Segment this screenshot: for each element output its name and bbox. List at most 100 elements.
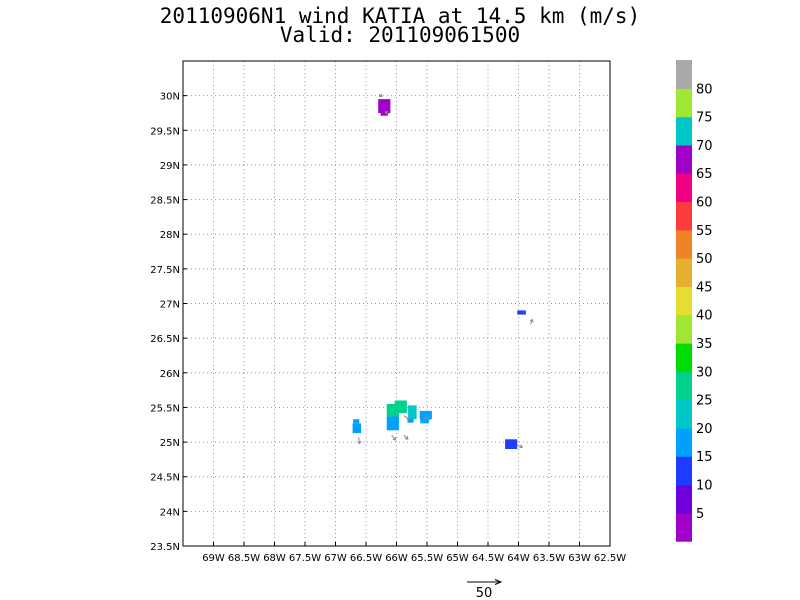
colorbar-swatch [676, 427, 692, 457]
colorbar-swatch [676, 399, 692, 429]
x-tick-label: 64.5W [472, 553, 504, 564]
y-tick-label: 24N [160, 507, 180, 518]
colorbar-swatch [676, 371, 692, 401]
wind-vector [391, 434, 397, 441]
wind-vector-shaft [424, 417, 431, 421]
colorbar-swatch [676, 314, 692, 344]
x-tick-label: 67.5W [289, 553, 321, 564]
reference-vector: 50 [467, 579, 503, 600]
y-tick-label: 23.5N [150, 542, 180, 553]
y-tick-label: 26.5N [150, 334, 180, 345]
colorbar-swatch [676, 484, 692, 514]
wind-cell [407, 418, 414, 423]
wind-vector-shaft [403, 434, 409, 440]
colorbar-label: 40 [696, 309, 713, 324]
reference-arrow-head [494, 579, 503, 585]
colorbar-swatch [676, 144, 692, 174]
colorbar-swatch [676, 60, 692, 89]
wind-cells [352, 99, 526, 449]
colorbar-label: 25 [696, 394, 713, 409]
colorbar-label: 10 [696, 479, 713, 494]
wind-vectors [357, 93, 534, 449]
chart-subtitle: Valid: 201109061500 [280, 23, 520, 47]
y-tick-label: 28.5N [150, 196, 180, 207]
colorbar-swatch [676, 229, 692, 259]
wind-vector-shaft [391, 434, 397, 441]
wind-vector-head [406, 416, 411, 420]
colorbar-label: 5 [696, 507, 704, 522]
colorbar: 5 10 15 20 25 30 35 40 45 50 55 60 65 70 75 80 [676, 60, 713, 542]
x-axis-ticks: 69W 68.5W 68W 67.5W 67W 66.5W 66W 65.5W 65W 64.5W… [202, 542, 626, 564]
y-tick-label: 27.5N [150, 265, 180, 276]
wind-cell [352, 423, 362, 434]
colorbar-label: 20 [696, 422, 713, 437]
wind-cell [419, 410, 432, 420]
x-tick-label: 65W [446, 553, 469, 564]
colorbar-label: 65 [696, 167, 713, 182]
y-tick-label: 27N [160, 300, 180, 311]
wind-vector-head [384, 110, 389, 115]
y-tick-label: 29.5N [150, 126, 180, 137]
x-tick-label: 63.5W [533, 553, 565, 564]
wind-cell [517, 310, 526, 315]
wind-vector-head [423, 416, 428, 421]
x-tick-label: 66.5W [350, 553, 382, 564]
wind-vector-shaft [358, 437, 360, 444]
y-tick-label: 24.5N [150, 473, 180, 484]
y-axis-ticks: 23.5N 24N 24.5N 25N 25.5N 26N 26.5N 27N 27.5N 28N… [150, 92, 187, 553]
x-tick-label: 63W [568, 553, 591, 564]
x-tick-label: 69W [202, 553, 225, 564]
wind-cell [420, 417, 429, 424]
y-tick-label: 25.5N [150, 403, 180, 414]
colorbar-label: 30 [696, 365, 713, 380]
y-tick-label: 25N [160, 438, 180, 449]
wind-cell [386, 416, 399, 431]
wind-vector-shaft [403, 415, 410, 420]
colorbar-swatch [676, 88, 692, 118]
x-tick-label: 67W [324, 553, 347, 564]
wind-vector-shaft [516, 444, 523, 448]
x-tick-label: 68W [263, 553, 286, 564]
colorbar-swatch [676, 512, 692, 542]
colorbar-swatch [676, 343, 692, 372]
y-tick-label: 26N [160, 369, 180, 380]
wind-vector [384, 110, 390, 115]
wind-vector-head [519, 444, 524, 449]
colorbar-swatch [676, 286, 692, 316]
wind-cell [408, 405, 417, 420]
y-tick-label: 30N [160, 92, 180, 103]
colorbar-swatch [676, 258, 692, 287]
x-tick-label: 62.5W [594, 553, 626, 564]
colorbar-label: 15 [696, 450, 713, 465]
colorbar-swatch [676, 173, 692, 203]
x-tick-label: 66W [385, 553, 408, 564]
wind-vector [516, 444, 524, 449]
colorbar-swatch [676, 201, 692, 231]
wind-vector [529, 318, 534, 325]
colorbar-swatch [676, 456, 692, 486]
colorbar-label: 70 [696, 139, 713, 154]
colorbar-swatch [676, 116, 692, 146]
wind-cell [378, 99, 391, 113]
wind-vector-head [404, 436, 409, 440]
wind-vector [357, 437, 362, 445]
colorbar-label: 60 [696, 196, 713, 211]
reference-vector-label: 50 [476, 586, 493, 600]
colorbar-label: 35 [696, 337, 713, 352]
wind-cell [505, 439, 518, 449]
wind-vector [403, 434, 409, 440]
colorbar-label: 75 [696, 111, 713, 126]
wind-vector [403, 415, 411, 420]
grid [183, 61, 611, 547]
wind-cell [353, 419, 360, 424]
wind-cell [394, 400, 407, 413]
wind-vector-head [378, 93, 383, 98]
wind-vector [423, 416, 431, 421]
y-tick-label: 28N [160, 230, 180, 241]
y-tick-label: 29N [160, 161, 180, 172]
x-tick-label: 65.5W [411, 553, 443, 564]
x-tick-label: 68.5W [228, 553, 260, 564]
colorbar-label: 55 [696, 224, 713, 239]
wind-vector [378, 93, 383, 98]
